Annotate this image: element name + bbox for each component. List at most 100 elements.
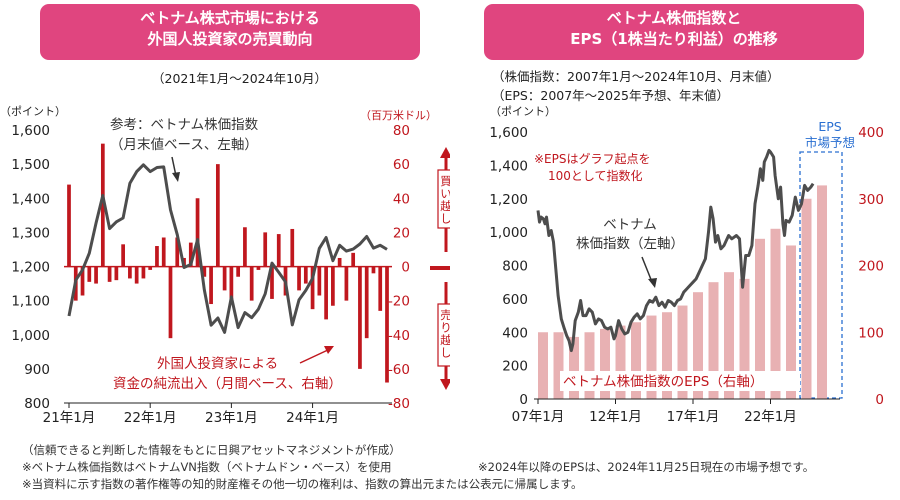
left-y-tick-label: 400 <box>502 325 528 341</box>
eps-bar <box>569 336 579 399</box>
flow-bar <box>256 266 261 270</box>
flow-bar <box>155 246 159 267</box>
flow-bar <box>297 266 301 291</box>
right-title-line1: ベトナム株価指数と <box>606 9 742 27</box>
x-tick-label: 22年1月 <box>124 410 177 426</box>
flow-bar <box>236 266 241 277</box>
footer-copyright: ※当資料に示す指数の著作権等の知的財産権その他一切の権利は、指数の算出元または公… <box>22 477 583 491</box>
flow-note-arrow <box>299 348 331 364</box>
right-y-ticks: -80 -60 -40 -20 0 20 40 60 80 <box>388 123 410 412</box>
right-y-tick-label: 40 <box>393 191 410 207</box>
eps-label: ベトナム株価指数のEPS（右軸） <box>563 374 763 390</box>
flow-bar <box>263 232 268 267</box>
index-line <box>536 148 815 353</box>
left-title-line2: 外国人投資家の売買動向 <box>147 30 313 48</box>
vertical-label-char: 越 <box>440 199 450 213</box>
left-title-line1: ベトナム株式市場における <box>140 9 320 27</box>
eps-bar <box>693 292 703 399</box>
left-y-tick-label: 1,000 <box>490 225 528 241</box>
right-chart-left-y-ticks: 0 200 400 600 800 1,000 1,200 1,400 1,600 <box>490 125 528 408</box>
flow-bar <box>209 266 213 305</box>
right-y-tick-label: 0 <box>401 260 410 276</box>
eps-bars <box>538 185 827 399</box>
flow-bars <box>67 143 389 383</box>
flow-bar <box>344 266 349 301</box>
left-y-tick-label: 1,300 <box>11 225 50 241</box>
left-y-tick-label: 1,500 <box>11 157 50 173</box>
right-y-tick-label: -80 <box>388 396 410 412</box>
flow-note-arrow-head <box>324 346 334 354</box>
flow-bar <box>249 266 254 301</box>
left-y-tick-label: 1,400 <box>11 191 50 207</box>
right-period-line1: （株価指数：2007年1月～2024年10月、月末値） <box>492 69 780 84</box>
right-y-tick-label: -40 <box>388 328 410 344</box>
flow-bar <box>148 266 153 270</box>
eps-bar <box>786 245 796 399</box>
eps-bar <box>631 322 641 399</box>
left-y-tick-label: 1,000 <box>11 328 50 344</box>
left-y-tick-label: 0 <box>519 392 528 408</box>
right-chart: （ポイント） 0 200 400 600 800 1,000 1,200 1,400 1,600… <box>490 105 884 425</box>
buy-arrow-head <box>440 147 450 158</box>
right-title-line2: EPS（1株当たり利益）の推移 <box>570 30 778 48</box>
flow-bar <box>324 266 328 320</box>
vertical-label-char: し <box>440 346 450 360</box>
vertical-label-char: い <box>440 187 450 201</box>
right-y-tick-label: 80 <box>393 123 410 139</box>
flow-bar <box>229 266 234 299</box>
flow-bar <box>378 266 383 311</box>
flow-bar <box>310 266 315 310</box>
flow-bar <box>337 257 342 267</box>
flow-note-line2: 資金の純流出入（月間ベース、右軸） <box>113 376 342 392</box>
sell-box <box>437 303 450 367</box>
right-y-tick-label: 20 <box>393 225 410 241</box>
footer-source: （信頼できると判断した情報をもとに日興アセットマネジメントが作成） <box>22 443 401 457</box>
right-y-tick-label: 0 <box>875 392 884 408</box>
flow-bar <box>175 237 180 267</box>
right-left-axis-unit: （ポイント） <box>490 105 556 118</box>
flow-bar <box>80 266 85 296</box>
eps-bar <box>739 278 750 399</box>
flow-bar <box>270 266 274 299</box>
eps-bar <box>553 332 564 399</box>
left-y-tick-label: 1,200 <box>11 260 50 276</box>
left-y-tick-label: 1,400 <box>490 158 528 174</box>
eps-bar <box>584 332 595 399</box>
eps-bar <box>770 228 781 399</box>
x-tick-label: 21年1月 <box>43 410 96 426</box>
flow-bar <box>303 266 308 284</box>
index-note-arrow-head <box>172 172 180 182</box>
left-x-ticks: 21年1月 22年1月 23年1月 24年1月 <box>43 403 339 426</box>
flow-bar <box>351 252 356 267</box>
right-y-tick-label: -20 <box>388 294 410 310</box>
left-y-tick-label: 1,100 <box>11 294 50 310</box>
flow-bar <box>222 266 227 291</box>
left-y-tick-label: 800 <box>502 259 528 275</box>
flow-bar <box>168 266 173 339</box>
index-label-arrow-head <box>648 278 657 288</box>
flow-bar <box>290 228 295 267</box>
left-y-ticks: 800 900 1,000 1,100 1,200 1,300 1,400 1,500 1,60… <box>11 123 50 412</box>
flow-bar <box>128 266 132 279</box>
x-tick-label: 12年1月 <box>589 409 642 425</box>
eps-bar <box>801 198 812 399</box>
flow-bar <box>331 266 335 306</box>
right-y-tick-label: 300 <box>858 192 884 208</box>
left-y-tick-label: 900 <box>24 362 50 378</box>
flow-bar <box>121 244 125 267</box>
index-label-arrow <box>641 256 653 283</box>
eps-bar <box>662 312 672 399</box>
index-note-line2: （月末値ベース、左軸） <box>110 137 258 153</box>
eps-bar <box>817 185 827 399</box>
flow-bar <box>188 242 193 267</box>
eps-bar <box>708 282 719 399</box>
flow-bar <box>371 266 376 274</box>
flow-bar <box>100 143 105 267</box>
x-tick-label: 17年1月 <box>667 409 720 425</box>
right-y-tick-label: -60 <box>388 362 410 378</box>
left-period: （2021年1月～2024年10月） <box>152 71 327 86</box>
left-y-tick-label: 1,200 <box>490 192 528 208</box>
vertical-label-char: 買 <box>440 174 450 188</box>
